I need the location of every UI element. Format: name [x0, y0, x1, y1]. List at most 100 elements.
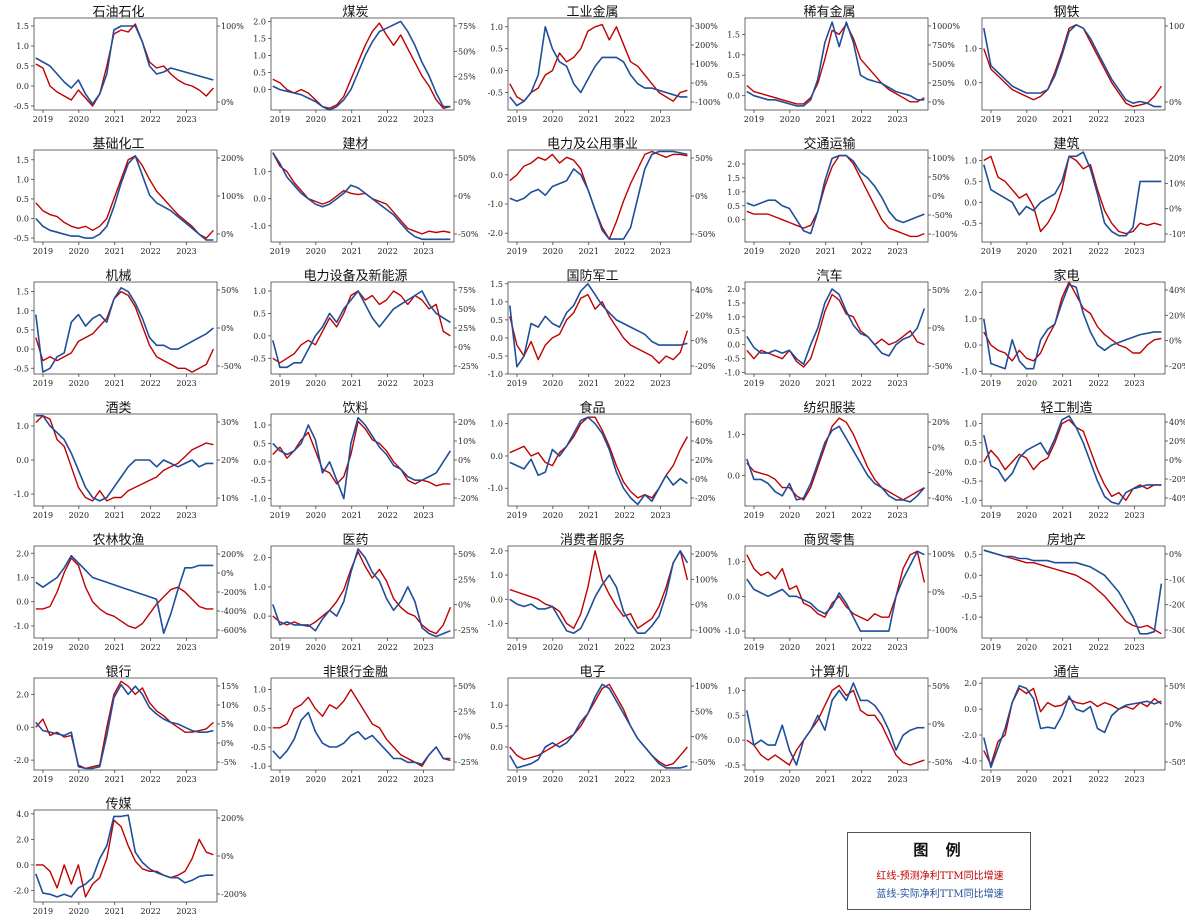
chart-panel: 机械 2019 2020 2021 2022 2023 1.5 1.0 0.5 0.0 -0.5 50… [0, 264, 242, 396]
x-tick-label: 2023 [176, 907, 196, 916]
forecast-line [509, 150, 688, 240]
forecast-line [272, 551, 452, 635]
y2-tick-label: -100% [695, 98, 721, 107]
x-tick-label: 2019 [744, 115, 764, 124]
y-tick-label: -1.0 [725, 627, 740, 636]
y2-tick-label: 20% [695, 456, 713, 465]
y-tick-label: 2.0 [964, 679, 977, 688]
actual-line [35, 155, 214, 241]
y-tick-label: 1.0 [16, 175, 29, 184]
x-tick-label: 2023 [1124, 379, 1144, 388]
x-tick-label: 2022 [140, 511, 160, 520]
chart-panel: 医药 2019 2020 2021 2022 2023 2.0 1.0 0.0 50% 25% 0% -… [237, 528, 479, 660]
x-tick-label: 2023 [176, 379, 196, 388]
y-tick-label: -0.5 [14, 364, 29, 373]
x-tick-label: 2022 [851, 247, 871, 256]
x-tick-label: 2023 [1124, 115, 1144, 124]
y2-tick-label: 100% [932, 154, 955, 163]
y2-tick-label: 500% [932, 60, 955, 69]
x-tick-label: 2020 [1017, 115, 1037, 124]
x-tick-label: 2020 [1017, 511, 1037, 520]
x-tick-label: 2022 [377, 511, 397, 520]
actual-line [746, 550, 925, 632]
y-tick-label: 2.0 [490, 547, 503, 556]
y-tick-label: -0.5 [14, 234, 29, 243]
actual-line [746, 682, 925, 766]
y-tick-label: 1.0 [16, 422, 29, 431]
y2-tick-label: 10% [458, 437, 476, 446]
x-tick-label: 2023 [1124, 511, 1144, 520]
x-tick-label: 2021 [579, 643, 599, 652]
y-tick-label: 1.0 [490, 298, 503, 307]
y-tick-label: 1.0 [16, 573, 29, 582]
y2-tick-label: -50% [221, 362, 242, 371]
y2-tick-label: 200% [695, 550, 718, 559]
y-tick-label: 0.5 [253, 439, 266, 448]
x-tick-label: 2019 [33, 907, 53, 916]
y2-tick-label: 0% [221, 569, 234, 578]
y2-tick-label: 100% [221, 22, 244, 31]
y2-tick-label: 0% [458, 192, 471, 201]
x-tick-label: 2021 [105, 643, 125, 652]
chart-svg: 2019 2020 2021 2022 2023 4.0 2.0 0.0 -2.0 200% 0% -… [14, 809, 247, 916]
x-tick-label: 2022 [1088, 643, 1108, 652]
chart-title: 电力设备及新能源 [303, 269, 408, 284]
y2-tick-label: 100% [221, 192, 244, 201]
y-tick-label: 0.5 [727, 711, 740, 720]
forecast-line [983, 419, 1162, 502]
y2-tick-label: 20% [695, 311, 713, 320]
chart-title: 交通运输 [803, 137, 856, 152]
x-tick-label: 2021 [105, 115, 125, 124]
x-tick-label: 2022 [140, 775, 160, 784]
y2-tick-label: 10% [221, 701, 239, 710]
x-tick-label: 2021 [342, 775, 362, 784]
y2-tick-label: -400% [221, 607, 247, 616]
y2-tick-label: 25% [458, 575, 476, 584]
y2-tick-label: 0% [458, 456, 471, 465]
x-tick-label: 2021 [105, 907, 125, 916]
x-tick-label: 2021 [342, 643, 362, 652]
x-tick-label: 2020 [69, 511, 89, 520]
x-tick-label: 2023 [650, 775, 670, 784]
chart-svg: 2019 2020 2021 2022 2023 1.0 0.5 0.0 -0.5 -1.0 20%… [251, 413, 479, 520]
chart-panel: 钢铁 2019 2020 2021 2022 2023 1.0 0.0 100% 0% [948, 0, 1185, 132]
chart-svg: 2019 2020 2021 2022 2023 2.0 1.0 0.0 -1.0 200% 100… [488, 545, 721, 652]
chart-title: 消费者服务 [559, 533, 625, 548]
forecast-line [983, 281, 1162, 362]
chart-title: 电子 [579, 665, 606, 680]
chart-svg: 2019 2020 2021 2022 2023 1.5 1.0 0.5 0.0 -0.5 50% 0… [14, 281, 242, 388]
actual-line [35, 25, 214, 105]
x-tick-label: 2022 [377, 247, 397, 256]
actual-line [509, 549, 689, 634]
x-tick-label: 2022 [851, 775, 871, 784]
forecast-line [35, 290, 215, 373]
y-tick-label: -1.0 [251, 762, 266, 771]
y2-tick-label: 0% [932, 192, 945, 201]
chart-title: 计算机 [809, 665, 849, 680]
x-tick-label: 2019 [33, 511, 53, 520]
y-tick-label: 0.0 [727, 592, 740, 601]
x-tick-label: 2020 [69, 907, 89, 916]
actual-line [272, 548, 451, 638]
x-tick-label: 2019 [744, 379, 764, 388]
y2-tick-label: -100% [1169, 575, 1185, 584]
x-tick-label: 2023 [176, 115, 196, 124]
x-tick-label: 2020 [69, 379, 89, 388]
chart-svg: 2019 2020 2021 2022 2023 1.0 0.5 0.0 100% 50% 0% -5… [490, 677, 718, 784]
x-tick-label: 2022 [851, 115, 871, 124]
plot-frame [981, 149, 1166, 243]
y-tick-label: 1.0 [490, 420, 503, 429]
forecast-line [509, 293, 689, 364]
y-tick-label: -1.0 [962, 367, 977, 376]
actual-line [746, 425, 926, 503]
actual-line [272, 20, 451, 111]
y-tick-label: -1.0 [251, 495, 266, 504]
y-tick-label: 0.5 [964, 177, 977, 186]
y-tick-label: 1.5 [16, 288, 29, 297]
x-tick-label: 2021 [1053, 775, 1073, 784]
y2-tick-label: -20% [1169, 362, 1185, 371]
chart-svg: 2019 2020 2021 2022 2023 1.0 0.5 0.0 -0.5 -1.0 50%… [251, 677, 479, 784]
x-tick-label: 2019 [981, 379, 1001, 388]
plot-frame [981, 677, 1166, 771]
chart-title: 煤炭 [342, 5, 369, 20]
